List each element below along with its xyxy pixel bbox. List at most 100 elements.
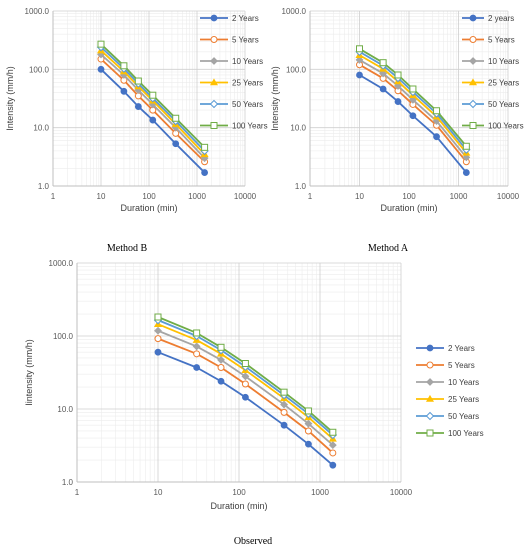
- series-line: [100, 43, 206, 148]
- legend-marker: [209, 78, 219, 86]
- legend-entry: 50 Years: [200, 99, 263, 109]
- data-point: [280, 421, 288, 429]
- legend-marker: [210, 14, 218, 22]
- data-point: [201, 169, 209, 176]
- data-point: [304, 419, 313, 428]
- legend-marker: [426, 378, 434, 386]
- data-point: [241, 372, 250, 381]
- series-2-years: [356, 71, 470, 176]
- legend-entry: 100 Years: [200, 122, 268, 131]
- data-point: [356, 71, 363, 79]
- x-tick-label: 100: [232, 488, 246, 497]
- series-line: [359, 59, 468, 158]
- data-point: [241, 360, 249, 368]
- data-point: [193, 350, 201, 358]
- x-tick-label: 100: [142, 192, 156, 201]
- series-2-years: [97, 65, 209, 176]
- legend-marker: [469, 122, 477, 129]
- chart-1: 1 10 100 1000 10000 1.0 10.0 100.0 1000.0 Duratio…: [5, 7, 268, 254]
- x-tick-label: 1: [75, 488, 80, 497]
- legend-marker: [468, 99, 478, 109]
- legend-label: 100 Years: [232, 122, 268, 131]
- y-axis-title: Iintensity (mm/h): [24, 339, 34, 406]
- data-point: [193, 329, 201, 337]
- data-point: [97, 65, 105, 73]
- legend-marker: [426, 361, 434, 369]
- y-axis-title: Intensity (mm/h): [270, 66, 280, 131]
- data-point: [462, 142, 470, 150]
- legend-label: 2 Years: [448, 344, 475, 353]
- data-point: [280, 408, 288, 416]
- legend-entry: 2 Years: [416, 344, 475, 353]
- legend-entry: 5 Years: [200, 36, 259, 45]
- y-tick-label: 1.0: [295, 182, 307, 191]
- legend-label: 50 Years: [488, 100, 519, 109]
- data-point: [242, 393, 249, 401]
- y-tick-label: 1000.0: [282, 7, 307, 16]
- x-tick-label: 100: [402, 192, 416, 201]
- data-point: [192, 342, 201, 351]
- y-tick-label: 100.0: [29, 65, 50, 74]
- legend-marker: [209, 99, 219, 109]
- legend-label: 25 Years: [448, 395, 479, 404]
- data-point: [172, 114, 180, 122]
- y-tick-label: 10.0: [57, 405, 73, 414]
- data-point: [154, 313, 162, 321]
- legend-marker: [469, 14, 477, 22]
- data-point: [409, 112, 417, 120]
- legend-marker: [210, 36, 218, 43]
- legend-entry: 50 Years: [462, 99, 519, 109]
- chart-caption: Observed: [234, 536, 272, 547]
- data-point: [305, 440, 312, 448]
- series-5-years: [154, 335, 337, 457]
- data-point: [217, 356, 225, 364]
- legend-label: 10 Years: [232, 57, 263, 66]
- data-point: [356, 45, 363, 53]
- y-tick-label: 1.0: [38, 182, 50, 191]
- y-tick-label: 1000.0: [49, 259, 74, 268]
- legend-label: 25 Years: [232, 79, 263, 88]
- legend-label: 10 Years: [448, 378, 479, 387]
- legend-entry: 50 Years: [416, 411, 479, 421]
- x-axis-title: Duration (min): [380, 203, 437, 213]
- legend-label: 5 Years: [448, 361, 475, 370]
- x-tick-label: 10: [355, 192, 364, 201]
- data-point: [329, 461, 337, 469]
- legend-label: 25 Years: [488, 79, 519, 88]
- data-point: [280, 400, 288, 409]
- data-point: [328, 441, 337, 450]
- chart-3: 1 10 100 1000 10000 1.0 10.0 100.0 1000.0 Duratio…: [24, 259, 484, 547]
- legend-entry: 2 years: [462, 14, 514, 23]
- legend-entry: 10 Years: [416, 378, 479, 387]
- x-tick-label: 1000: [450, 192, 468, 201]
- data-point: [154, 348, 162, 356]
- legend-marker: [468, 78, 478, 86]
- legend-entry: 5 Years: [462, 36, 515, 45]
- data-point: [379, 59, 387, 67]
- x-tick-label: 10000: [234, 192, 257, 201]
- data-point: [172, 140, 180, 148]
- data-point: [304, 407, 312, 415]
- series-line: [100, 46, 206, 152]
- y-tick-label: 100.0: [53, 332, 74, 341]
- data-point: [120, 87, 128, 95]
- data-point: [408, 95, 417, 104]
- legend-marker: [469, 57, 477, 65]
- legend-marker: [426, 429, 434, 437]
- y-tick-label: 1000.0: [25, 7, 50, 16]
- chart-caption: Method A: [368, 243, 409, 254]
- data-point: [280, 388, 288, 396]
- data-point: [193, 364, 201, 371]
- chart-caption: Method B: [107, 243, 148, 254]
- data-point: [134, 77, 142, 85]
- legend-label: 50 Years: [448, 412, 479, 421]
- legend-marker: [469, 36, 477, 43]
- series-line: [100, 49, 206, 155]
- data-point: [217, 343, 225, 351]
- series-line: [359, 63, 468, 163]
- data-point: [217, 377, 225, 385]
- legend-entry: 5 Years: [416, 361, 475, 370]
- data-point: [379, 69, 388, 78]
- x-tick-label: 10: [97, 192, 106, 201]
